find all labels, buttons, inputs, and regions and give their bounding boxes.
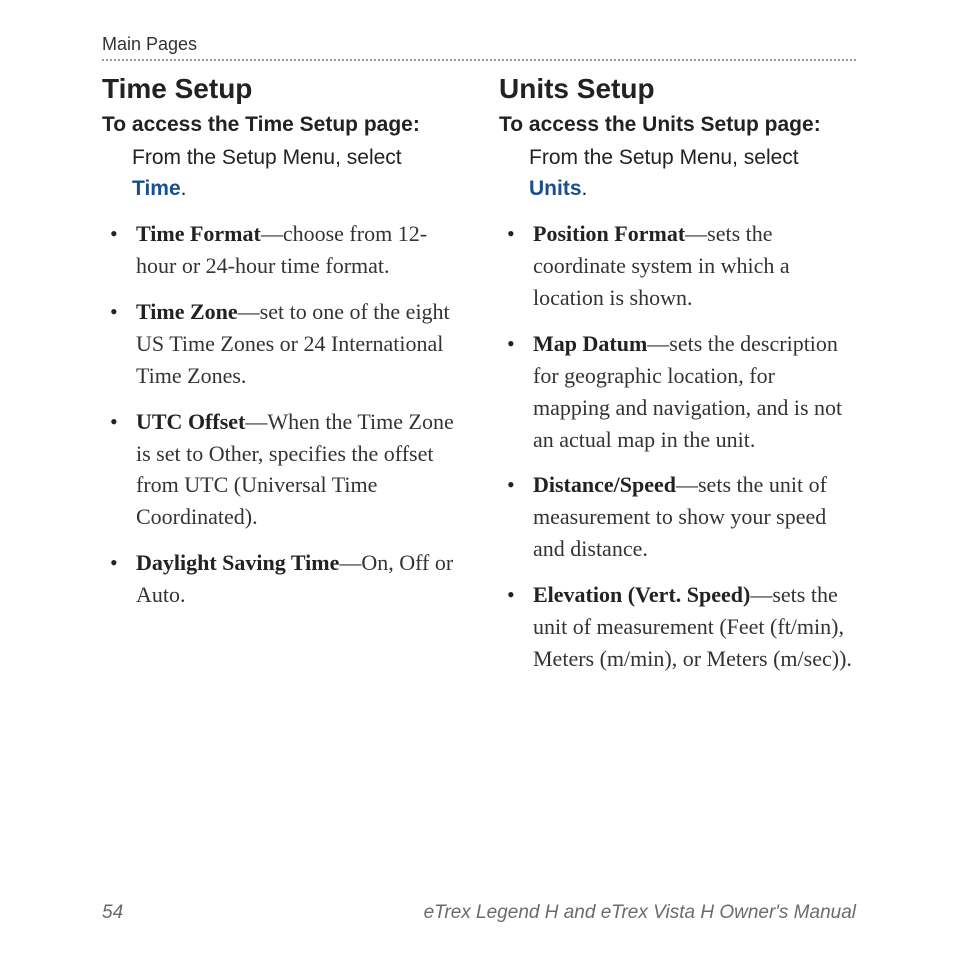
manual-title: eTrex Legend H and eTrex Vista H Owner's…	[123, 902, 856, 924]
item-term: Daylight Saving Time	[136, 550, 339, 575]
time-instr-suffix: .	[181, 177, 187, 200]
list-item: Distance/Speed—sets the unit of measurem…	[499, 469, 856, 565]
time-instr-keyword: Time	[132, 177, 181, 200]
list-item: UTC Offset—When the Time Zone is set to …	[102, 406, 459, 534]
units-items-list: Position Format—sets the coordinate syst…	[499, 218, 856, 675]
units-instr-prefix: From the Setup Menu, select	[529, 146, 799, 169]
manual-page: Main Pages Time Setup To access the Time…	[0, 0, 954, 954]
time-setup-heading: Time Setup	[102, 73, 459, 105]
units-access-instruction: From the Setup Menu, select Units.	[529, 143, 856, 204]
page-number: 54	[102, 902, 123, 924]
time-instr-prefix: From the Setup Menu, select	[132, 146, 402, 169]
list-item: Time Zone—set to one of the eight US Tim…	[102, 296, 459, 392]
item-term: Time Zone	[136, 299, 238, 324]
page-footer: 54 eTrex Legend H and eTrex Vista H Owne…	[102, 902, 856, 924]
item-term: Distance/Speed	[533, 472, 676, 497]
list-item: Time Format—choose from 12-hour or 24-ho…	[102, 218, 459, 282]
header-rule	[102, 59, 856, 61]
list-item: Position Format—sets the coordinate syst…	[499, 218, 856, 314]
two-column-layout: Time Setup To access the Time Setup page…	[102, 73, 856, 689]
left-column: Time Setup To access the Time Setup page…	[102, 73, 459, 689]
time-access-subhead: To access the Time Setup page:	[102, 111, 459, 139]
item-term: Elevation (Vert. Speed)	[533, 582, 750, 607]
units-instr-suffix: .	[582, 177, 588, 200]
running-header: Main Pages	[102, 34, 856, 57]
list-item: Elevation (Vert. Speed)—sets the unit of…	[499, 579, 856, 675]
list-item: Daylight Saving Time—On, Off or Auto.	[102, 547, 459, 611]
units-access-subhead: To access the Units Setup page:	[499, 111, 856, 139]
item-term: Map Datum	[533, 331, 647, 356]
units-instr-keyword: Units	[529, 177, 582, 200]
item-term: Time Format	[136, 221, 261, 246]
list-item: Map Datum—sets the description for geogr…	[499, 328, 856, 456]
time-access-instruction: From the Setup Menu, select Time.	[132, 143, 459, 204]
time-items-list: Time Format—choose from 12-hour or 24-ho…	[102, 218, 459, 611]
item-term: Position Format	[533, 221, 685, 246]
item-term: UTC Offset	[136, 409, 245, 434]
right-column: Units Setup To access the Units Setup pa…	[499, 73, 856, 689]
units-setup-heading: Units Setup	[499, 73, 856, 105]
